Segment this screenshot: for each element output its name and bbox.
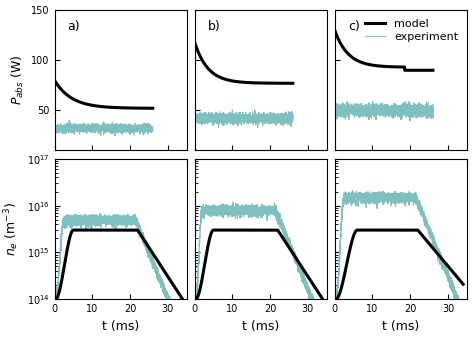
X-axis label: t (ms): t (ms) (102, 319, 139, 333)
Text: c): c) (348, 20, 360, 33)
Text: b): b) (208, 20, 220, 33)
X-axis label: t (ms): t (ms) (242, 319, 279, 333)
Y-axis label: $P_{abs}$ (W): $P_{abs}$ (W) (9, 55, 26, 105)
Text: a): a) (68, 20, 81, 33)
Legend: model, experiment: model, experiment (362, 16, 461, 46)
X-axis label: t (ms): t (ms) (382, 319, 419, 333)
Y-axis label: $n_e$ (m$^{-3}$): $n_e$ (m$^{-3}$) (2, 202, 21, 256)
